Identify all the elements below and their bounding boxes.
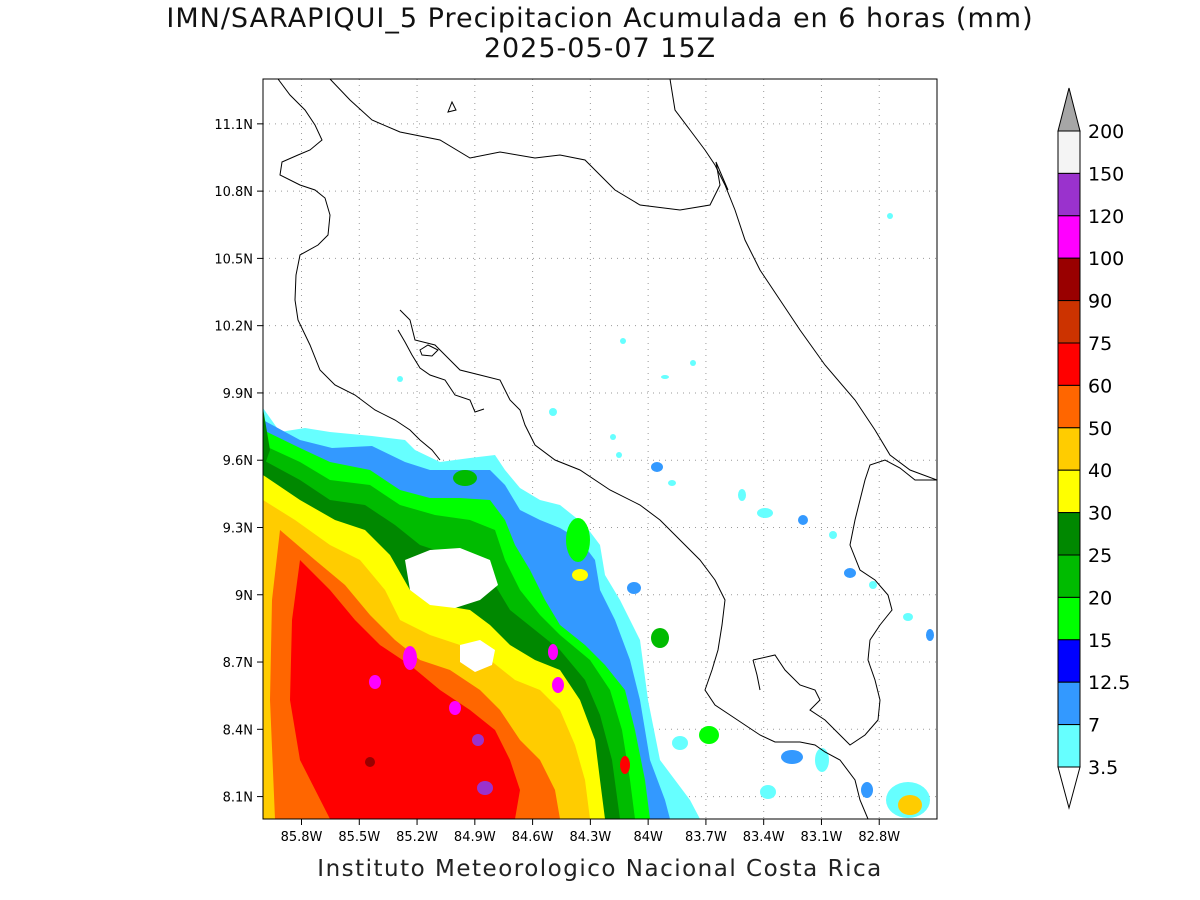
lat-tick-label: 9.6N [223, 454, 253, 469]
lat-tick-label: 9.9N [223, 387, 253, 402]
lon-tick-label: 85.8W [281, 830, 323, 845]
legend-swatch [1057, 724, 1081, 768]
lon-tick-label: 83.7W [685, 830, 727, 845]
legend-arrow-top [1057, 87, 1081, 132]
legend-label: 50 [1088, 418, 1112, 440]
lon-tick-label: 84.3W [569, 830, 611, 845]
map-axes: 85.8W 85.5W 85.2W 84.9W 84.6W 84.3W 84W 83.7W 83… [214, 118, 900, 845]
lon-tick-label: 83.4W [743, 830, 785, 845]
map-date: 2025-05-07 15Z [483, 33, 717, 64]
credit-text: Instituto Meteorologico Nacional Costa R… [317, 856, 883, 882]
legend-label: 100 [1088, 248, 1124, 270]
legend-swatch [1057, 681, 1081, 726]
legend-label: 120 [1088, 206, 1124, 228]
legend-label: 200 [1088, 121, 1124, 143]
legend-arrow-bottom [1057, 766, 1081, 810]
legend-swatch [1057, 384, 1081, 429]
lon-tick-label: 84.6W [512, 830, 554, 845]
lat-tick-label: 10.8N [214, 185, 253, 200]
legend-label: 30 [1088, 503, 1112, 525]
map-title: IMN/SARAPIQUI_5 Precipitacion Acumulada … [166, 3, 1034, 34]
precipitation-field [263, 213, 934, 819]
lat-tick-label: 10.5N [214, 252, 253, 267]
lat-tick-label: 9N [235, 589, 253, 604]
lon-tick-label: 85.2W [396, 830, 438, 845]
legend-label: 40 [1088, 460, 1112, 482]
lat-tick-label: 8.4N [223, 723, 253, 738]
lon-tick-label: 84.9W [454, 830, 496, 845]
legend-label: 25 [1088, 545, 1112, 567]
color-legend: 200 150 120 100 90 75 60 50 40 30 25 20 15 12.5 7 3.5 [1057, 87, 1130, 810]
legend-label: 150 [1088, 163, 1124, 185]
legend-label: 60 [1088, 375, 1112, 397]
legend-swatch [1057, 512, 1081, 556]
legend-swatch [1057, 257, 1081, 302]
lon-tick-label: 83.1W [801, 830, 843, 845]
legend-swatch [1057, 342, 1081, 386]
legend-label: 7 [1088, 715, 1100, 737]
lon-tick-label: 84W [633, 830, 663, 845]
lat-tick-label: 8.7N [223, 656, 253, 671]
lat-tick-label: 10.2N [214, 320, 253, 335]
lon-tick-label: 82.8W [858, 830, 900, 845]
legend-label: 3.5 [1088, 757, 1118, 779]
coastlines [277, 79, 937, 819]
legend-swatch [1057, 469, 1081, 514]
legend-label: 75 [1088, 333, 1112, 355]
legend-swatch [1057, 300, 1081, 344]
legend-swatch [1057, 554, 1081, 598]
lat-tick-label: 8.1N [223, 791, 253, 806]
legend-label: 20 [1088, 587, 1112, 609]
legend-swatch [1057, 427, 1081, 471]
legend-label: 12.5 [1088, 672, 1130, 694]
legend-swatch [1057, 215, 1081, 259]
legend-label: 15 [1088, 630, 1112, 652]
legend-swatch [1057, 596, 1081, 641]
legend-swatch [1057, 130, 1081, 174]
legend-swatch [1057, 639, 1081, 683]
lon-tick-label: 85.5W [338, 830, 380, 845]
legend-swatch [1057, 172, 1081, 217]
legend-label: 90 [1088, 291, 1112, 313]
map-frame [262, 78, 938, 820]
lat-tick-label: 9.3N [223, 521, 253, 536]
lat-tick-label: 11.1N [214, 118, 253, 133]
